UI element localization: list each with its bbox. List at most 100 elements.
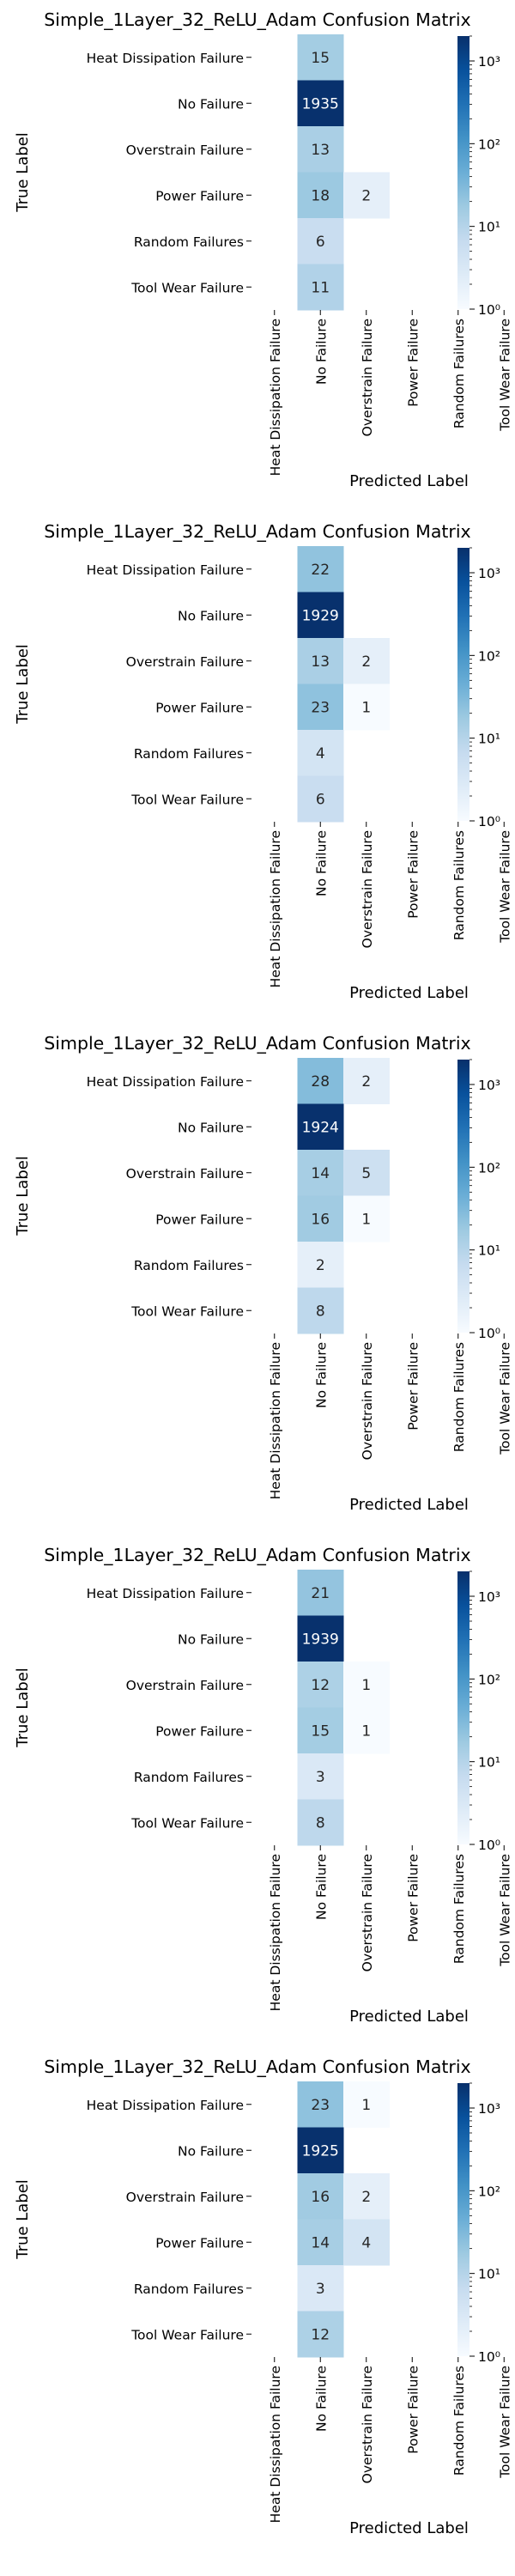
heatmap-cell <box>297 1707 344 1754</box>
row-tick-label: Power Failure <box>155 700 244 715</box>
cell-value-label: 11 <box>311 279 330 296</box>
cell-value-label: 14 <box>311 2234 330 2251</box>
chart-title: Simple_1Layer_32_ReLU_Adam Confusion Mat… <box>44 521 470 543</box>
heatmap-cell <box>297 2219 344 2266</box>
colorbar <box>457 548 470 821</box>
row-tick-label: Heat Dissipation Failure <box>87 2098 244 2113</box>
cell-value-label: 1 <box>361 1211 371 1228</box>
heatmap-cell <box>297 1103 344 1151</box>
row-tick-label: Overstrain Failure <box>126 143 244 158</box>
cell-value-label: 16 <box>311 1211 330 1228</box>
cell-value-label: 1929 <box>302 607 339 624</box>
heatmap-cell <box>297 1570 344 1616</box>
col-tick-label: No Failure <box>313 319 329 385</box>
heatmap-cell <box>297 2081 344 2128</box>
row-tick-label: Tool Wear Failure <box>130 1303 244 1319</box>
col-tick-label: Power Failure <box>405 319 421 407</box>
cell-value-label: 1 <box>361 1722 371 1740</box>
y-axis-label: True Label <box>14 644 32 725</box>
row-tick-label: Overstrain Failure <box>126 1166 244 1182</box>
col-tick-label: Tool Wear Failure <box>497 2366 512 2479</box>
colorbar-tick-label: 10³ <box>478 566 500 581</box>
heatmap-cell <box>297 1799 344 1846</box>
heatmap-cell <box>297 546 344 592</box>
cell-value-label: 18 <box>311 187 330 204</box>
cell-value-label: 3 <box>316 2281 325 2298</box>
cell-value-label: 8 <box>316 1303 325 1320</box>
cell-value-label: 23 <box>311 699 330 716</box>
colorbar-tick-label: 10⁰ <box>478 2349 500 2365</box>
chart-title: Simple_1Layer_32_ReLU_Adam Confusion Mat… <box>44 2057 470 2078</box>
heatmap-cell <box>297 1662 344 1708</box>
cell-value-label: 12 <box>311 2326 330 2343</box>
row-tick-label: No Failure <box>178 1631 244 1647</box>
confusion-matrix-panel: Simple_1Layer_32_ReLU_Adam Confusion Mat… <box>14 1545 512 2026</box>
cell-value-label: 1 <box>361 2097 371 2114</box>
cell-value-label: 6 <box>316 791 325 808</box>
x-axis-label: Predicted Label <box>349 2008 469 2026</box>
heatmap-cell <box>297 126 344 173</box>
heatmap-cell <box>343 2219 390 2266</box>
heatmap-cell <box>297 34 344 81</box>
heatmap-cell <box>297 592 344 639</box>
colorbar-tick-label: 10² <box>478 1160 500 1176</box>
y-axis-label: True Label <box>14 1156 32 1236</box>
col-tick-label: Heat Dissipation Failure <box>268 319 283 476</box>
y-axis-label: True Label <box>14 2179 32 2260</box>
row-tick-label: Power Failure <box>155 1723 244 1739</box>
cell-value-label: 1924 <box>302 1119 339 1136</box>
col-tick-label: No Failure <box>313 1342 329 1408</box>
heatmap-cell <box>297 1058 344 1104</box>
row-tick-label: Overstrain Failure <box>126 2190 244 2205</box>
heatmap-cell <box>343 683 390 731</box>
row-tick-label: Random Failures <box>134 1258 244 1273</box>
cell-value-label: 22 <box>311 562 330 579</box>
col-tick-label: Random Failures <box>451 1342 467 1452</box>
col-tick-label: Random Failures <box>451 2366 467 2476</box>
cell-value-label: 8 <box>316 1814 325 1832</box>
row-tick-label: Overstrain Failure <box>126 1678 244 1693</box>
heatmap-cell <box>297 218 344 264</box>
colorbar-tick-label: 10⁰ <box>478 814 500 829</box>
col-tick-label: No Failure <box>313 1854 329 1920</box>
row-tick-label: Power Failure <box>155 2235 244 2251</box>
heatmap-cell <box>343 1150 390 1196</box>
cell-value-label: 1 <box>361 699 371 716</box>
confusion-matrix-panel: Simple_1Layer_32_ReLU_Adam Confusion Mat… <box>14 9 512 490</box>
row-tick-label: Heat Dissipation Failure <box>87 51 244 66</box>
heatmap-cell <box>297 775 344 823</box>
cell-value-label: 4 <box>361 2234 371 2251</box>
heatmap-cell <box>343 1662 390 1708</box>
row-tick-label: Random Failures <box>134 234 244 250</box>
y-axis-label: True Label <box>14 132 32 213</box>
x-axis-label: Predicted Label <box>349 472 469 490</box>
colorbar <box>457 1571 470 1844</box>
cell-value-label: 1925 <box>302 2142 339 2160</box>
heatmap-cell <box>297 80 344 127</box>
heatmap-cell <box>297 2127 344 2174</box>
col-tick-label: Tool Wear Failure <box>497 830 512 944</box>
col-tick-label: Heat Dissipation Failure <box>268 830 283 987</box>
colorbar <box>457 1060 470 1333</box>
colorbar-tick-label: 10² <box>478 2184 500 2199</box>
col-tick-label: Heat Dissipation Failure <box>268 1342 283 1499</box>
col-tick-label: Tool Wear Failure <box>497 319 512 432</box>
heatmap-cell <box>343 1707 390 1754</box>
col-tick-label: Overstrain Failure <box>360 1342 375 1460</box>
cell-value-label: 1939 <box>302 1631 339 1648</box>
row-tick-label: No Failure <box>178 2143 244 2159</box>
cell-value-label: 2 <box>361 187 371 204</box>
chart-title: Simple_1Layer_32_ReLU_Adam Confusion Mat… <box>44 9 470 31</box>
heatmap-cell <box>297 683 344 731</box>
col-tick-label: Random Failures <box>451 830 467 940</box>
cell-value-label: 21 <box>311 1585 330 1602</box>
heatmap-cell <box>297 264 344 311</box>
colorbar-tick-label: 10⁰ <box>478 1326 500 1341</box>
heatmap-cell <box>297 1242 344 1288</box>
col-tick-label: Power Failure <box>405 830 421 919</box>
confusion-matrix-panel: Simple_1Layer_32_ReLU_Adam Confusion Mat… <box>14 521 512 1002</box>
colorbar-tick-label: 10³ <box>478 54 500 70</box>
colorbar-tick-label: 10¹ <box>478 732 500 747</box>
cell-value-label: 16 <box>311 2189 330 2206</box>
